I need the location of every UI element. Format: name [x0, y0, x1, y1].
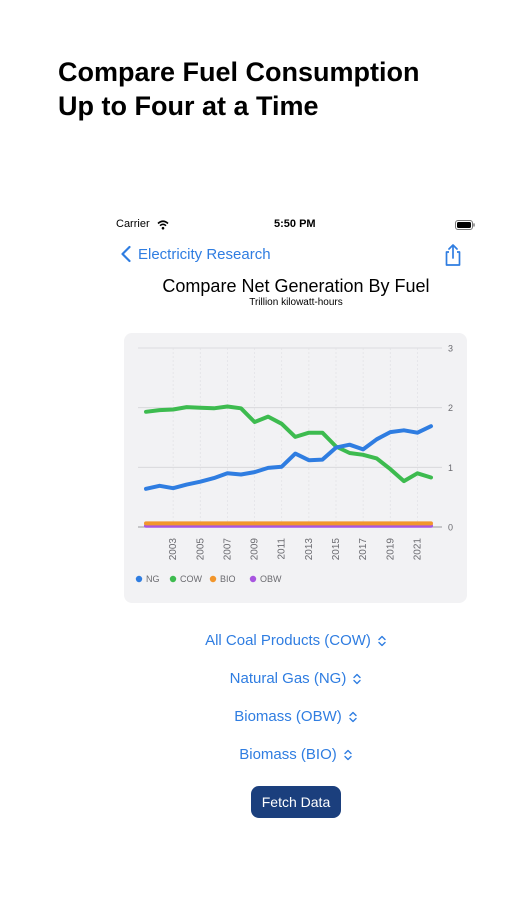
- fuel-picker-label: Natural Gas (NG): [229, 670, 347, 687]
- chart-subtitle: Trillion kilowatt-hours: [249, 297, 343, 308]
- legend-swatch-ng: [135, 575, 143, 583]
- chart-card: 0 1 2 3 2003 2005 2007 2009 2011 2013 2015 2017 2019…: [124, 333, 467, 603]
- headline: Compare Fuel Consumption Up to Four at a…: [58, 55, 488, 123]
- x-tick-label: 2013: [304, 538, 315, 561]
- up-down-chevron-icon: [349, 711, 357, 723]
- legend-swatch-obw: [249, 575, 257, 583]
- x-tick-label: 2017: [358, 538, 369, 561]
- back-button[interactable]: Electricity Research: [120, 243, 271, 265]
- x-tick-label: 2003: [168, 538, 179, 561]
- legend-label-obw: OBW: [260, 574, 282, 584]
- x-tick-label: 2007: [222, 538, 233, 561]
- y-tick-label: 2: [448, 403, 453, 413]
- back-button-label: Electricity Research: [138, 245, 271, 263]
- y-tick-label: 3: [448, 344, 453, 354]
- y-tick-label: 0: [448, 523, 453, 533]
- x-tick-label: 2011: [277, 538, 288, 560]
- clock: 5:50 PM: [274, 218, 316, 230]
- y-tick-label: 1: [448, 463, 453, 473]
- up-down-chevron-icon: [344, 749, 352, 761]
- x-tick-label: 2019: [385, 538, 396, 561]
- fuel-picker-label: Biomass (BIO): [239, 746, 337, 763]
- headline-line-1: Compare Fuel Consumption: [58, 57, 420, 87]
- fuel-picker-2[interactable]: Natural Gas (NG): [0, 670, 507, 687]
- series-line-ng: [144, 424, 433, 491]
- up-down-chevron-icon: [378, 635, 386, 647]
- chevron-left-icon: [121, 245, 131, 263]
- x-tick-label: 2021: [412, 538, 423, 561]
- legend-swatch-bio: [209, 575, 217, 583]
- fetch-data-button[interactable]: Fetch Data: [251, 786, 341, 818]
- series-line-cow: [144, 404, 433, 484]
- carrier-label: Carrier: [116, 218, 150, 230]
- x-tick-label: 2009: [250, 538, 261, 561]
- legend-label-bio: BIO: [220, 574, 236, 584]
- legend-swatch-cow: [169, 575, 177, 583]
- legend-label-cow: COW: [180, 574, 203, 584]
- chart-title: Compare Net Generation By Fuel: [162, 276, 430, 296]
- x-tick-label: 2015: [331, 538, 342, 561]
- line-chart: 0 1 2 3 2003 2005 2007 2009 2011 2013 2015 2017 2019…: [135, 344, 453, 584]
- fuel-picker-1[interactable]: All Coal Products (COW): [0, 632, 507, 649]
- wifi-icon: [157, 220, 169, 230]
- fuel-picker-3[interactable]: Biomass (OBW): [0, 708, 507, 725]
- headline-line-2: Up to Four at a Time: [58, 91, 319, 121]
- up-down-chevron-icon: [353, 673, 362, 685]
- x-tick-label: 2005: [195, 538, 206, 561]
- navigation-bar: Electricity Research: [0, 243, 507, 267]
- fuel-picker-4[interactable]: Biomass (BIO): [0, 746, 507, 763]
- status-bar: Carrier 5:50 PM: [0, 218, 507, 234]
- fuel-picker-label: Biomass (OBW): [234, 708, 342, 725]
- legend-label-ng: NG: [146, 574, 160, 584]
- fuel-picker-label: All Coal Products (COW): [205, 632, 371, 649]
- share-icon[interactable]: [442, 243, 464, 267]
- battery-icon: [455, 220, 475, 230]
